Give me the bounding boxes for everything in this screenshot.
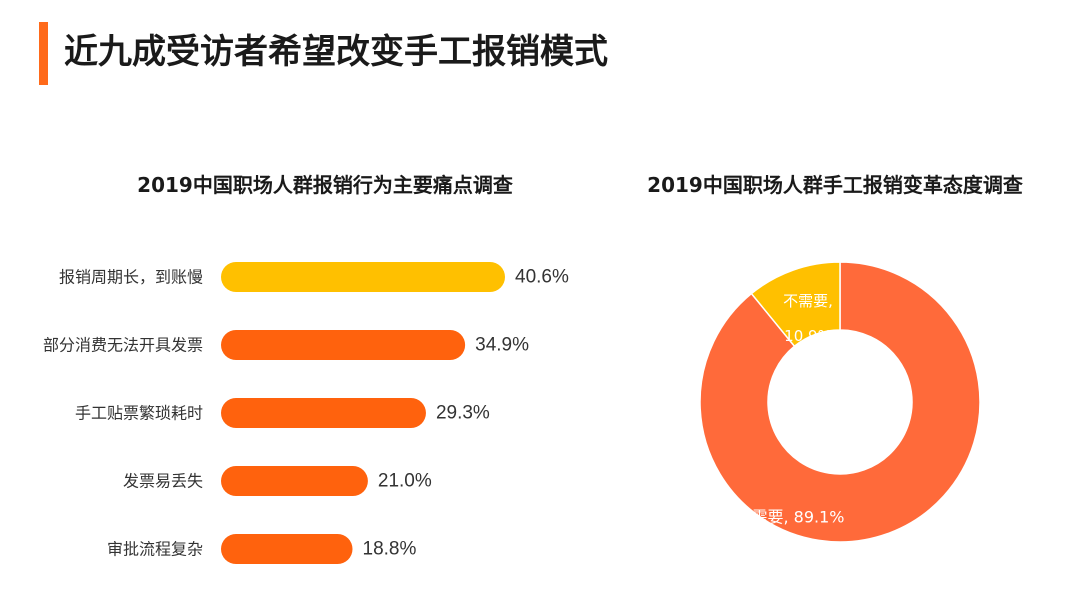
- bar-value-label: 40.6%: [515, 267, 569, 288]
- bar-value-label: 18.8%: [363, 539, 417, 560]
- bar-category-label: 部分消费无法开具发票: [43, 336, 203, 355]
- donut-chart-title: 2019中国职场人群手工报销变革态度调查: [647, 173, 1023, 197]
- donut-label-need: 需要, 89.1%: [751, 508, 844, 527]
- bar-value-label: 29.3%: [436, 403, 490, 424]
- page-title: 近九成受访者希望改变手工报销模式: [64, 32, 608, 72]
- bar: [221, 330, 466, 360]
- bar-category-label: 发票易丢失: [123, 472, 203, 491]
- bar-category-label: 手工贴票繁琐耗时: [75, 404, 203, 423]
- bar: [221, 534, 353, 564]
- donut-value-no-need: 10.9%: [784, 327, 832, 345]
- donut-slice-need: [699, 261, 981, 543]
- title-accent-bar: [39, 22, 48, 85]
- bar-value-label: 21.0%: [378, 471, 432, 492]
- donut-slice-no-need: [750, 261, 841, 348]
- bar-value-label: 34.9%: [475, 335, 529, 356]
- bar-category-label: 审批流程复杂: [107, 540, 203, 559]
- bar: [221, 262, 505, 292]
- bar-category-label: 报销周期长，到账慢: [59, 268, 203, 287]
- donut-label-no-need: 不需要,: [783, 292, 833, 310]
- donut-chart: 需要, 89.1% 不需要, 10.9%: [699, 261, 981, 543]
- bar-chart: 报销周期长，到账慢 40.6% 部分消费无法开具发票 34.9% 手工贴票繁琐耗时 29.…: [43, 262, 569, 564]
- bar: [221, 466, 368, 496]
- bar-chart-title: 2019中国职场人群报销行为主要痛点调查: [137, 173, 513, 197]
- bar: [221, 398, 426, 428]
